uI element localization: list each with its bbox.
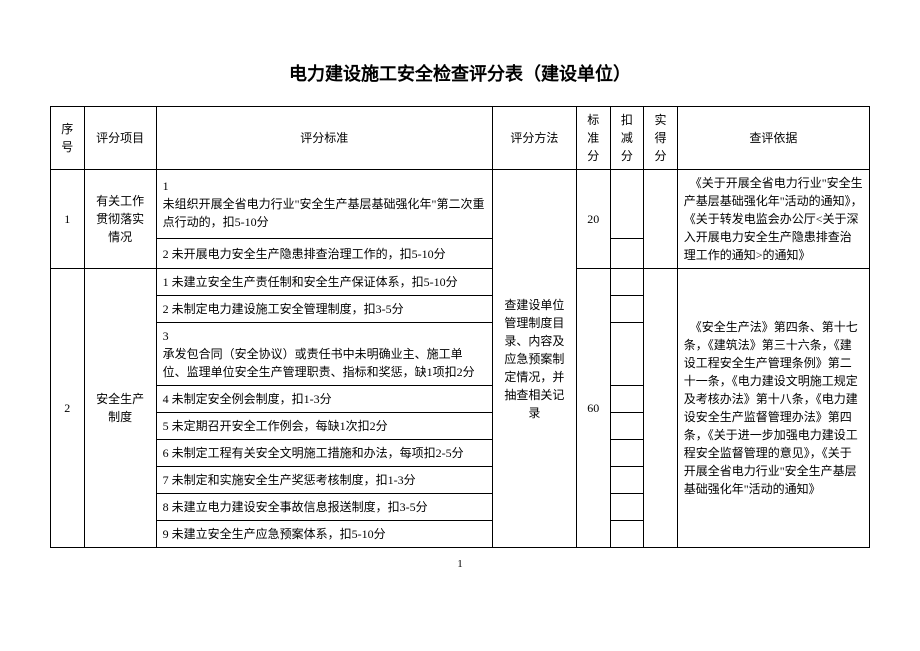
header-method: 评分方法 xyxy=(492,107,576,170)
header-criteria: 评分标准 xyxy=(156,107,492,170)
criteria-1-1: 1 未组织开展全省电力行业"安全生产基层基础强化年"第二次重点行动的，扣5-10… xyxy=(156,170,492,239)
criteria-2-5: 5 未定期召开安全工作例会，每缺1次扣2分 xyxy=(156,413,492,440)
header-basis: 查评依据 xyxy=(677,107,869,170)
header-deduct: 扣减分 xyxy=(610,107,644,170)
std-2: 60 xyxy=(576,269,610,548)
criteria-2-4: 4 未制定安全例会制度，扣1-3分 xyxy=(156,386,492,413)
header-item: 评分项目 xyxy=(84,107,156,170)
page-number: 1 xyxy=(50,558,870,570)
deduct-2-2 xyxy=(610,296,644,323)
header-seq: 序号 xyxy=(51,107,85,170)
criteria-2-7: 7 未制定和实施安全生产奖惩考核制度，扣1-3分 xyxy=(156,467,492,494)
criteria-2-9: 9 未建立安全生产应急预案体系，扣5-10分 xyxy=(156,521,492,548)
method-merged: 查建设单位管理制度目录、内容及应急预案制定情况，并抽查相关记录 xyxy=(492,170,576,548)
criteria-2-3: 3 承发包合同（安全协议）或责任书中未明确业主、施工单位、监理单位安全生产管理职… xyxy=(156,323,492,386)
item-2: 安全生产制度 xyxy=(84,269,156,548)
std-1: 20 xyxy=(576,170,610,269)
deduct-2-4 xyxy=(610,386,644,413)
criteria-2-2: 2 未制定电力建设施工安全管理制度，扣3-5分 xyxy=(156,296,492,323)
deduct-1-2 xyxy=(610,239,644,269)
deduct-2-8 xyxy=(610,494,644,521)
actual-2 xyxy=(644,269,678,548)
deduct-2-5 xyxy=(610,413,644,440)
criteria-1-2: 2 未开展电力安全生产隐患排查治理工作的，扣5-10分 xyxy=(156,239,492,269)
header-std: 标准分 xyxy=(576,107,610,170)
scoring-table: 序号 评分项目 评分标准 评分方法 标准分 扣减分 实得分 查评依据 1 有关工… xyxy=(50,106,870,548)
seq-2: 2 xyxy=(51,269,85,548)
basis-1: 《关于开展全省电力行业"安全生产基层基础强化年"活动的通知》，《关于转发电监会办… xyxy=(677,170,869,269)
deduct-2-9 xyxy=(610,521,644,548)
document-title: 电力建设施工安全检查评分表（建设单位） xyxy=(50,60,870,86)
deduct-2-1 xyxy=(610,269,644,296)
criteria-2-6: 6 未制定工程有关安全文明施工措施和办法，每项扣2-5分 xyxy=(156,440,492,467)
basis-2: 《安全生产法》第四条、第十七条，《建筑法》第三十六条，《建设工程安全生产管理条例… xyxy=(677,269,869,548)
deduct-2-3 xyxy=(610,323,644,386)
deduct-1-1 xyxy=(610,170,644,239)
criteria-2-1: 1 未建立安全生产责任制和安全生产保证体系，扣5-10分 xyxy=(156,269,492,296)
deduct-2-6 xyxy=(610,440,644,467)
item-1: 有关工作贯彻落实情况 xyxy=(84,170,156,269)
seq-1: 1 xyxy=(51,170,85,269)
criteria-2-8: 8 未建立电力建设安全事故信息报送制度，扣3-5分 xyxy=(156,494,492,521)
header-actual: 实得分 xyxy=(644,107,678,170)
deduct-2-7 xyxy=(610,467,644,494)
actual-1 xyxy=(644,170,678,269)
